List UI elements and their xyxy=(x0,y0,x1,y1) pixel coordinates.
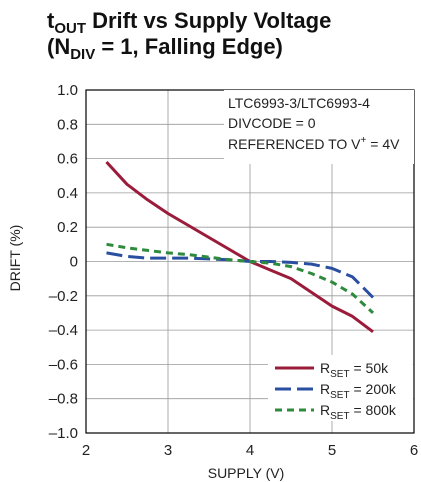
chart-title-line2: (NDIV = 1, Falling Edge) xyxy=(47,34,283,63)
y-tick-label: 0.2 xyxy=(57,219,78,236)
annotation-line1: LTC6993-3/LTC6993-4 xyxy=(228,95,370,111)
x-tick-label: 6 xyxy=(410,442,418,459)
annotation-box xyxy=(224,90,414,164)
series-line-rset-800k xyxy=(106,242,375,315)
y-tick-label: 0.8 xyxy=(57,116,78,133)
y-tick-label: 0 xyxy=(70,254,78,271)
y-tick-label: 0.4 xyxy=(57,185,78,202)
x-tick-label: 4 xyxy=(246,442,254,459)
y-tick-label: 0.6 xyxy=(57,151,78,168)
annotation-line2: DIVCODE = 0 xyxy=(228,115,316,131)
annotation-line3: REFERENCED TO V+ = 4V xyxy=(228,135,400,152)
y-axis: 1.0 0.8 0.6 0.4 0.2 0 –0.2 –0.4 –0.6 –0.8 –1.0 xyxy=(49,82,78,442)
legend-label-rset-800k: RSET = 800k xyxy=(320,402,397,422)
series-layer xyxy=(105,160,375,333)
y-tick-label: –0.2 xyxy=(49,288,78,305)
x-tick-label: 2 xyxy=(82,442,90,459)
y-tick-label: –0.8 xyxy=(49,391,78,408)
chart-title-line1: tOUT Drift vs Supply Voltage xyxy=(47,8,331,37)
series-line-rset-50k xyxy=(105,160,374,333)
x-tick-label: 3 xyxy=(164,442,172,459)
y-tick-label: 1.0 xyxy=(57,82,78,99)
y-tick-label: –0.6 xyxy=(49,356,78,373)
legend-label-rset-200k: RSET = 200k xyxy=(320,381,397,401)
y-axis-label: DRIFT (%) xyxy=(7,225,23,292)
x-tick-label: 5 xyxy=(328,442,336,459)
y-tick-label: –0.4 xyxy=(49,322,78,339)
y-tick-label: –1.0 xyxy=(49,425,78,442)
legend-label-rset-50k: RSET = 50k xyxy=(320,360,389,380)
x-axis: 2 3 4 5 6 xyxy=(82,442,418,459)
x-axis-label: SUPPLY (V) xyxy=(208,465,285,481)
